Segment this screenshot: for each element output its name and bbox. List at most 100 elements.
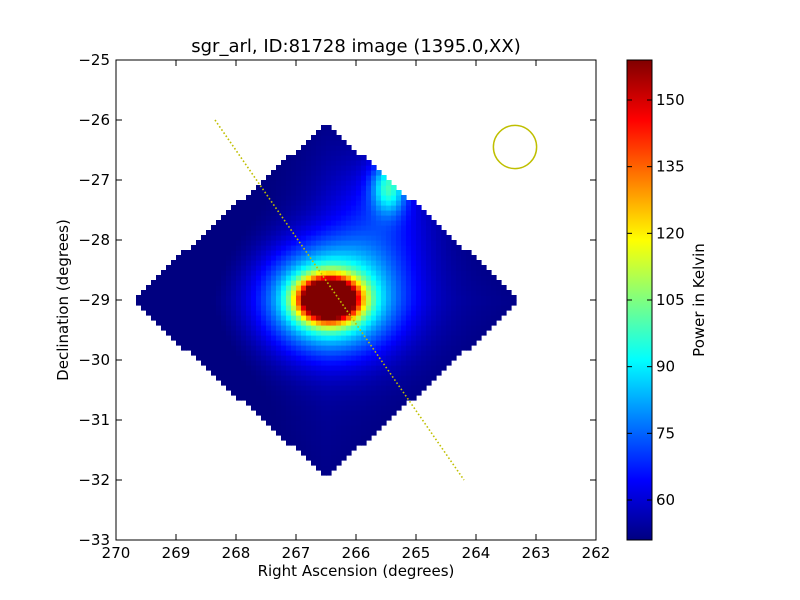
heatmap-cell (271, 230, 277, 236)
heatmap-cell (251, 200, 257, 206)
heatmap-cell (266, 210, 272, 216)
heatmap-cell (236, 335, 242, 341)
heatmap-cell (256, 340, 262, 346)
heatmap-cell (316, 320, 322, 326)
heatmap-cell (476, 275, 482, 281)
heatmap-cell (381, 200, 387, 206)
heatmap-cell (456, 265, 462, 271)
heatmap-cell (426, 375, 432, 381)
heatmap-cell (231, 280, 237, 286)
heatmap-cell (216, 305, 222, 311)
heatmap-cell (361, 175, 367, 181)
heatmap-cell (396, 365, 402, 371)
heatmap-cell (341, 340, 347, 346)
heatmap-cell (286, 230, 292, 236)
heatmap-cell (316, 370, 322, 376)
heatmap-cell (266, 185, 272, 191)
heatmap-cell (286, 215, 292, 221)
heatmap-cell (441, 255, 447, 261)
heatmap-cell (386, 395, 392, 401)
heatmap-cell (196, 265, 202, 271)
heatmap-cell (366, 365, 372, 371)
heatmap-cell (341, 370, 347, 376)
heatmap-cell (216, 325, 222, 331)
heatmap-cell (356, 400, 362, 406)
heatmap-cell (486, 300, 492, 306)
heatmap-cell (266, 325, 272, 331)
heatmap-cell (286, 240, 292, 246)
heatmap-cell (441, 230, 447, 236)
heatmap-cell (266, 385, 272, 391)
heatmap-cell (426, 345, 432, 351)
heatmap-cell (426, 270, 432, 276)
heatmap-cell (471, 270, 477, 276)
heatmap-cell (406, 340, 412, 346)
heatmap-cell (181, 260, 187, 266)
heatmap-cell (316, 395, 322, 401)
heatmap-cell (271, 220, 277, 226)
heatmap-cell (221, 235, 227, 241)
heatmap-cell (206, 265, 212, 271)
heatmap-cell (406, 390, 412, 396)
heatmap-cell (441, 265, 447, 271)
heatmap-cell (306, 395, 312, 401)
heatmap-cell (506, 305, 512, 311)
heatmap-cell (291, 430, 297, 436)
heatmap-cell (226, 370, 232, 376)
heatmap-cell (281, 185, 287, 191)
heatmap-cell (246, 390, 252, 396)
heatmap-cell (296, 375, 302, 381)
heatmap-cell (486, 275, 492, 281)
heatmap-cell (286, 330, 292, 336)
heatmap-cell (351, 270, 357, 276)
heatmap-cell (451, 325, 457, 331)
heatmap-cell (301, 145, 307, 151)
heatmap-cell (266, 310, 272, 316)
heatmap-cell (306, 210, 312, 216)
heatmap-cell (416, 255, 422, 261)
heatmap-cell (386, 285, 392, 291)
heatmap-cell (281, 225, 287, 231)
heatmap-cell (316, 165, 322, 171)
heatmap-cell (261, 400, 267, 406)
heatmap-cell (236, 350, 242, 356)
heatmap-cell (501, 290, 507, 296)
heatmap-cell (241, 210, 247, 216)
heatmap-cell (476, 290, 482, 296)
heatmap-cell (316, 340, 322, 346)
heatmap-cell (326, 235, 332, 241)
heatmap-cell (331, 460, 337, 466)
heatmap-cell (391, 320, 397, 326)
heatmap-cell (261, 395, 267, 401)
heatmap-cell (351, 430, 357, 436)
heatmap-cell (506, 290, 512, 296)
heatmap-cell (366, 300, 372, 306)
heatmap-cell (211, 255, 217, 261)
heatmap-cell (391, 345, 397, 351)
heatmap-cell (301, 440, 307, 446)
heatmap-cell (241, 305, 247, 311)
heatmap-cell (206, 285, 212, 291)
heatmap-cell (336, 180, 342, 186)
heatmap-cell (341, 140, 347, 146)
heatmap-cell (226, 280, 232, 286)
heatmap-cell (321, 425, 327, 431)
heatmap-cell (291, 410, 297, 416)
heatmap-cell (356, 425, 362, 431)
heatmap-cell (476, 280, 482, 286)
heatmap-cell (326, 440, 332, 446)
heatmap-cell (376, 330, 382, 336)
heatmap-cell (216, 275, 222, 281)
colorbar-tick-label: 120 (656, 224, 685, 242)
heatmap-cell (251, 395, 257, 401)
heatmap-cell (376, 295, 382, 301)
heatmap-cell (466, 345, 472, 351)
heatmap-cell (246, 380, 252, 386)
heatmap-cell (366, 260, 372, 266)
heatmap-cell (206, 330, 212, 336)
heatmap-cell (386, 350, 392, 356)
heatmap-cell (231, 255, 237, 261)
heatmap-cell (216, 295, 222, 301)
heatmap-cell (356, 345, 362, 351)
heatmap-cell (221, 380, 227, 386)
